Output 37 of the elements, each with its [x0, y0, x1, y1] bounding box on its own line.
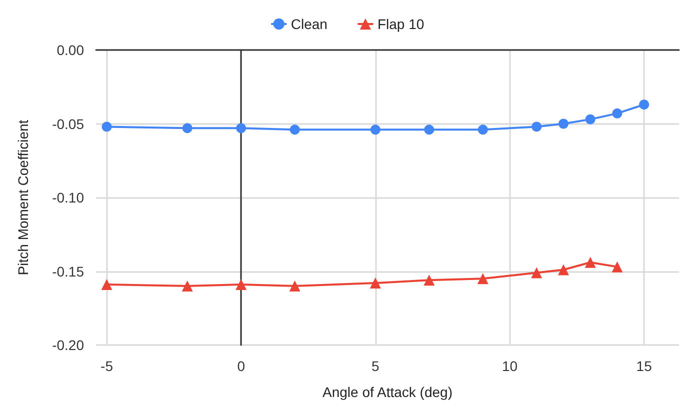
y-axis-title: Pitch Moment Coefficient: [15, 120, 31, 276]
point: [477, 273, 488, 284]
point: [236, 123, 246, 134]
point: [612, 108, 622, 118]
x-tick-label: 5: [372, 358, 380, 374]
y-tick-label: -0.15: [52, 263, 84, 280]
point: [424, 274, 435, 286]
point: [102, 122, 112, 132]
point: [531, 267, 542, 278]
point: [236, 279, 247, 290]
y-tick-label: -0.05: [52, 116, 84, 132]
point: [558, 118, 568, 129]
x-tick-label: 15: [636, 358, 652, 374]
point: [585, 114, 596, 124]
point: [289, 280, 300, 292]
point: [370, 124, 380, 135]
point: [639, 100, 650, 110]
point: [424, 124, 434, 135]
y-tick-label: -0.10: [52, 190, 84, 206]
point: [558, 264, 569, 276]
point: [478, 124, 488, 135]
point: [584, 256, 596, 268]
point: [370, 278, 381, 289]
y-tick-label: -0.20: [52, 337, 84, 353]
legend-label: Flap 10: [377, 16, 424, 32]
point: [101, 279, 112, 290]
point: [182, 280, 193, 292]
x-tick-label: 0: [237, 358, 246, 374]
point: [612, 261, 623, 272]
legend-label: Clean: [290, 16, 328, 32]
x-axis-title: Angle of Attack (deg): [322, 384, 452, 400]
x-tick-label: 10: [502, 358, 518, 374]
point: [182, 123, 192, 134]
point: [532, 122, 542, 132]
y-tick-label: 0.00: [56, 42, 84, 58]
x-tick-label: -5: [100, 358, 114, 374]
point: [290, 124, 300, 135]
